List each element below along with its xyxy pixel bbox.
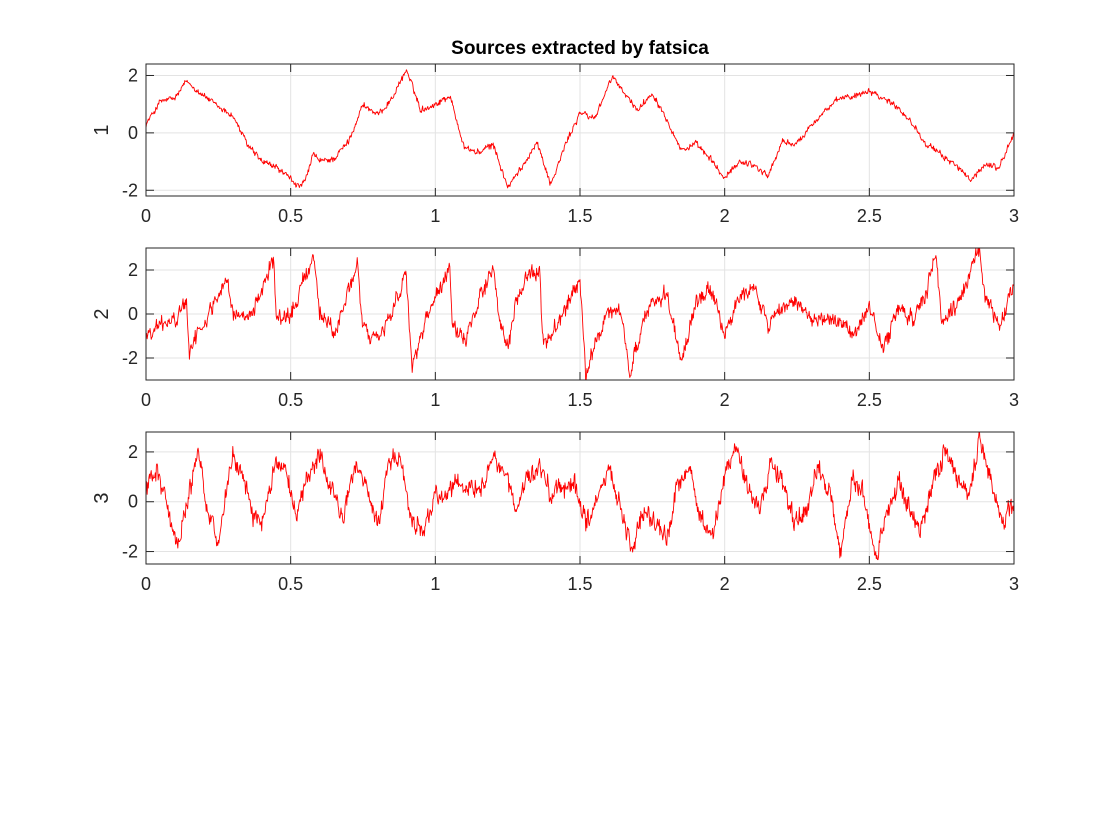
axes-2: 0 0.5 1 1.5 2 2.5 3 -2 0 2 2 xyxy=(91,247,1019,410)
series-line-1 xyxy=(146,69,1014,189)
x-tick-label: 0 xyxy=(141,390,151,410)
x-tick-label: 0.5 xyxy=(278,206,303,226)
x-tick-label: 1 xyxy=(430,390,440,410)
y-tick-label: 2 xyxy=(128,65,138,85)
x-tick-label: 0 xyxy=(141,574,151,594)
x-tick-label: 3 xyxy=(1009,390,1019,410)
y-tick-label: 0 xyxy=(128,123,138,143)
y-tick-label: -2 xyxy=(122,348,138,368)
y-tick-label: 0 xyxy=(128,492,138,512)
y-axis-label: 1 xyxy=(91,124,113,135)
y-tick-label: 2 xyxy=(128,442,138,462)
x-tick-label: 0.5 xyxy=(278,574,303,594)
y-tick-label: -2 xyxy=(122,180,138,200)
series-line-3 xyxy=(146,432,1014,561)
y-tick-label: 0 xyxy=(128,304,138,324)
figure-title: Sources extracted by fatsica xyxy=(451,38,709,59)
x-tick-label: 1.5 xyxy=(567,574,592,594)
x-tick-label: 2.5 xyxy=(857,574,882,594)
x-tick-label: 1 xyxy=(430,574,440,594)
x-tick-label: 0 xyxy=(141,206,151,226)
x-tick-label: 2 xyxy=(720,390,730,410)
y-tick-label: 2 xyxy=(128,260,138,280)
x-tick-label: 2 xyxy=(720,206,730,226)
y-axis-label: 3 xyxy=(91,492,113,503)
x-tick-label: 2.5 xyxy=(857,390,882,410)
x-tick-label: 1 xyxy=(430,206,440,226)
y-tick-label: -2 xyxy=(122,542,138,562)
x-tick-label: 3 xyxy=(1009,574,1019,594)
x-tick-label: 1.5 xyxy=(567,390,592,410)
y-axis-label: 2 xyxy=(91,308,113,319)
x-tick-label: 2 xyxy=(720,574,730,594)
x-tick-label: 2.5 xyxy=(857,206,882,226)
series-line-2 xyxy=(146,248,1014,380)
x-tick-label: 1.5 xyxy=(567,206,592,226)
x-tick-label: 3 xyxy=(1009,206,1019,226)
x-tick-label: 0.5 xyxy=(278,390,303,410)
